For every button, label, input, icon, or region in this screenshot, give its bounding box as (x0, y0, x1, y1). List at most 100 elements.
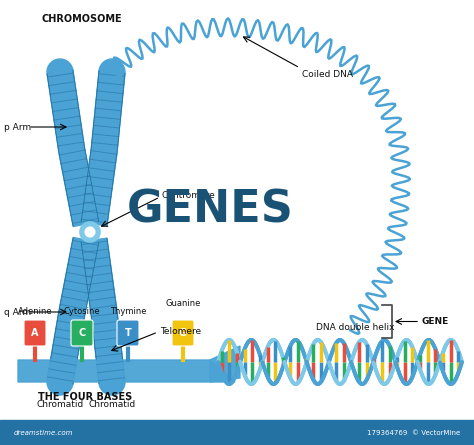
Polygon shape (91, 307, 117, 312)
Polygon shape (99, 378, 125, 381)
Polygon shape (82, 217, 108, 221)
Polygon shape (55, 334, 81, 339)
FancyBboxPatch shape (117, 320, 139, 346)
Polygon shape (82, 242, 108, 246)
Polygon shape (66, 272, 92, 278)
Polygon shape (63, 167, 88, 173)
Polygon shape (54, 112, 79, 117)
Polygon shape (98, 370, 124, 373)
Polygon shape (57, 320, 83, 325)
Polygon shape (55, 336, 81, 340)
Polygon shape (99, 376, 125, 380)
Polygon shape (82, 247, 108, 251)
Polygon shape (87, 279, 113, 284)
Polygon shape (87, 181, 113, 186)
Polygon shape (47, 70, 73, 75)
Polygon shape (49, 82, 75, 87)
Polygon shape (60, 154, 86, 159)
Polygon shape (62, 165, 88, 171)
Polygon shape (85, 194, 111, 198)
Polygon shape (83, 253, 109, 258)
Polygon shape (92, 143, 118, 146)
Polygon shape (66, 271, 92, 277)
Polygon shape (82, 245, 108, 249)
Polygon shape (88, 173, 114, 177)
Polygon shape (71, 249, 97, 255)
Polygon shape (93, 126, 119, 130)
Polygon shape (48, 78, 74, 83)
Text: Coiled DNA: Coiled DNA (302, 70, 353, 79)
Polygon shape (63, 292, 88, 298)
Polygon shape (86, 275, 112, 279)
Polygon shape (49, 368, 75, 373)
Polygon shape (50, 89, 76, 94)
Polygon shape (54, 343, 79, 348)
Polygon shape (52, 349, 78, 354)
Polygon shape (66, 275, 91, 280)
Polygon shape (98, 373, 124, 377)
Polygon shape (84, 263, 110, 267)
Polygon shape (66, 274, 91, 279)
Polygon shape (82, 220, 107, 224)
Polygon shape (53, 109, 79, 113)
Polygon shape (91, 313, 118, 317)
Polygon shape (59, 150, 85, 156)
Polygon shape (50, 364, 76, 368)
Polygon shape (86, 190, 111, 194)
Polygon shape (88, 284, 113, 289)
Polygon shape (98, 86, 123, 89)
Polygon shape (59, 311, 85, 316)
Polygon shape (94, 340, 120, 344)
Polygon shape (83, 252, 109, 257)
Polygon shape (86, 189, 111, 193)
Polygon shape (59, 309, 85, 315)
Polygon shape (87, 177, 113, 181)
Polygon shape (50, 90, 76, 95)
Polygon shape (49, 83, 75, 88)
Polygon shape (82, 210, 109, 214)
Polygon shape (85, 193, 111, 197)
Polygon shape (68, 195, 94, 201)
Polygon shape (96, 99, 122, 102)
Polygon shape (96, 351, 121, 354)
Polygon shape (83, 251, 109, 255)
Polygon shape (52, 100, 77, 105)
Polygon shape (67, 190, 93, 195)
Polygon shape (96, 101, 122, 104)
Polygon shape (70, 255, 95, 260)
Polygon shape (92, 142, 118, 145)
Polygon shape (60, 303, 86, 309)
Polygon shape (61, 299, 87, 305)
Polygon shape (90, 300, 116, 304)
Polygon shape (90, 298, 115, 302)
Polygon shape (84, 197, 110, 202)
Polygon shape (97, 364, 123, 368)
Polygon shape (96, 101, 122, 105)
Polygon shape (91, 150, 117, 153)
Polygon shape (87, 282, 113, 286)
Polygon shape (92, 324, 118, 328)
Polygon shape (59, 147, 84, 152)
Polygon shape (59, 312, 84, 317)
Polygon shape (56, 129, 82, 134)
Polygon shape (85, 192, 111, 196)
Polygon shape (64, 284, 90, 290)
Polygon shape (72, 212, 97, 218)
Polygon shape (97, 89, 123, 93)
Polygon shape (48, 376, 73, 381)
Polygon shape (97, 358, 122, 362)
Polygon shape (66, 273, 92, 279)
Polygon shape (68, 196, 94, 202)
Polygon shape (94, 334, 120, 338)
Polygon shape (97, 96, 122, 99)
Polygon shape (0, 420, 474, 445)
Polygon shape (88, 288, 114, 292)
Polygon shape (73, 219, 99, 225)
Polygon shape (85, 267, 111, 272)
Polygon shape (54, 111, 79, 116)
Polygon shape (48, 74, 73, 78)
Polygon shape (84, 203, 109, 207)
Polygon shape (92, 319, 118, 323)
Polygon shape (62, 161, 87, 166)
Polygon shape (95, 343, 121, 346)
